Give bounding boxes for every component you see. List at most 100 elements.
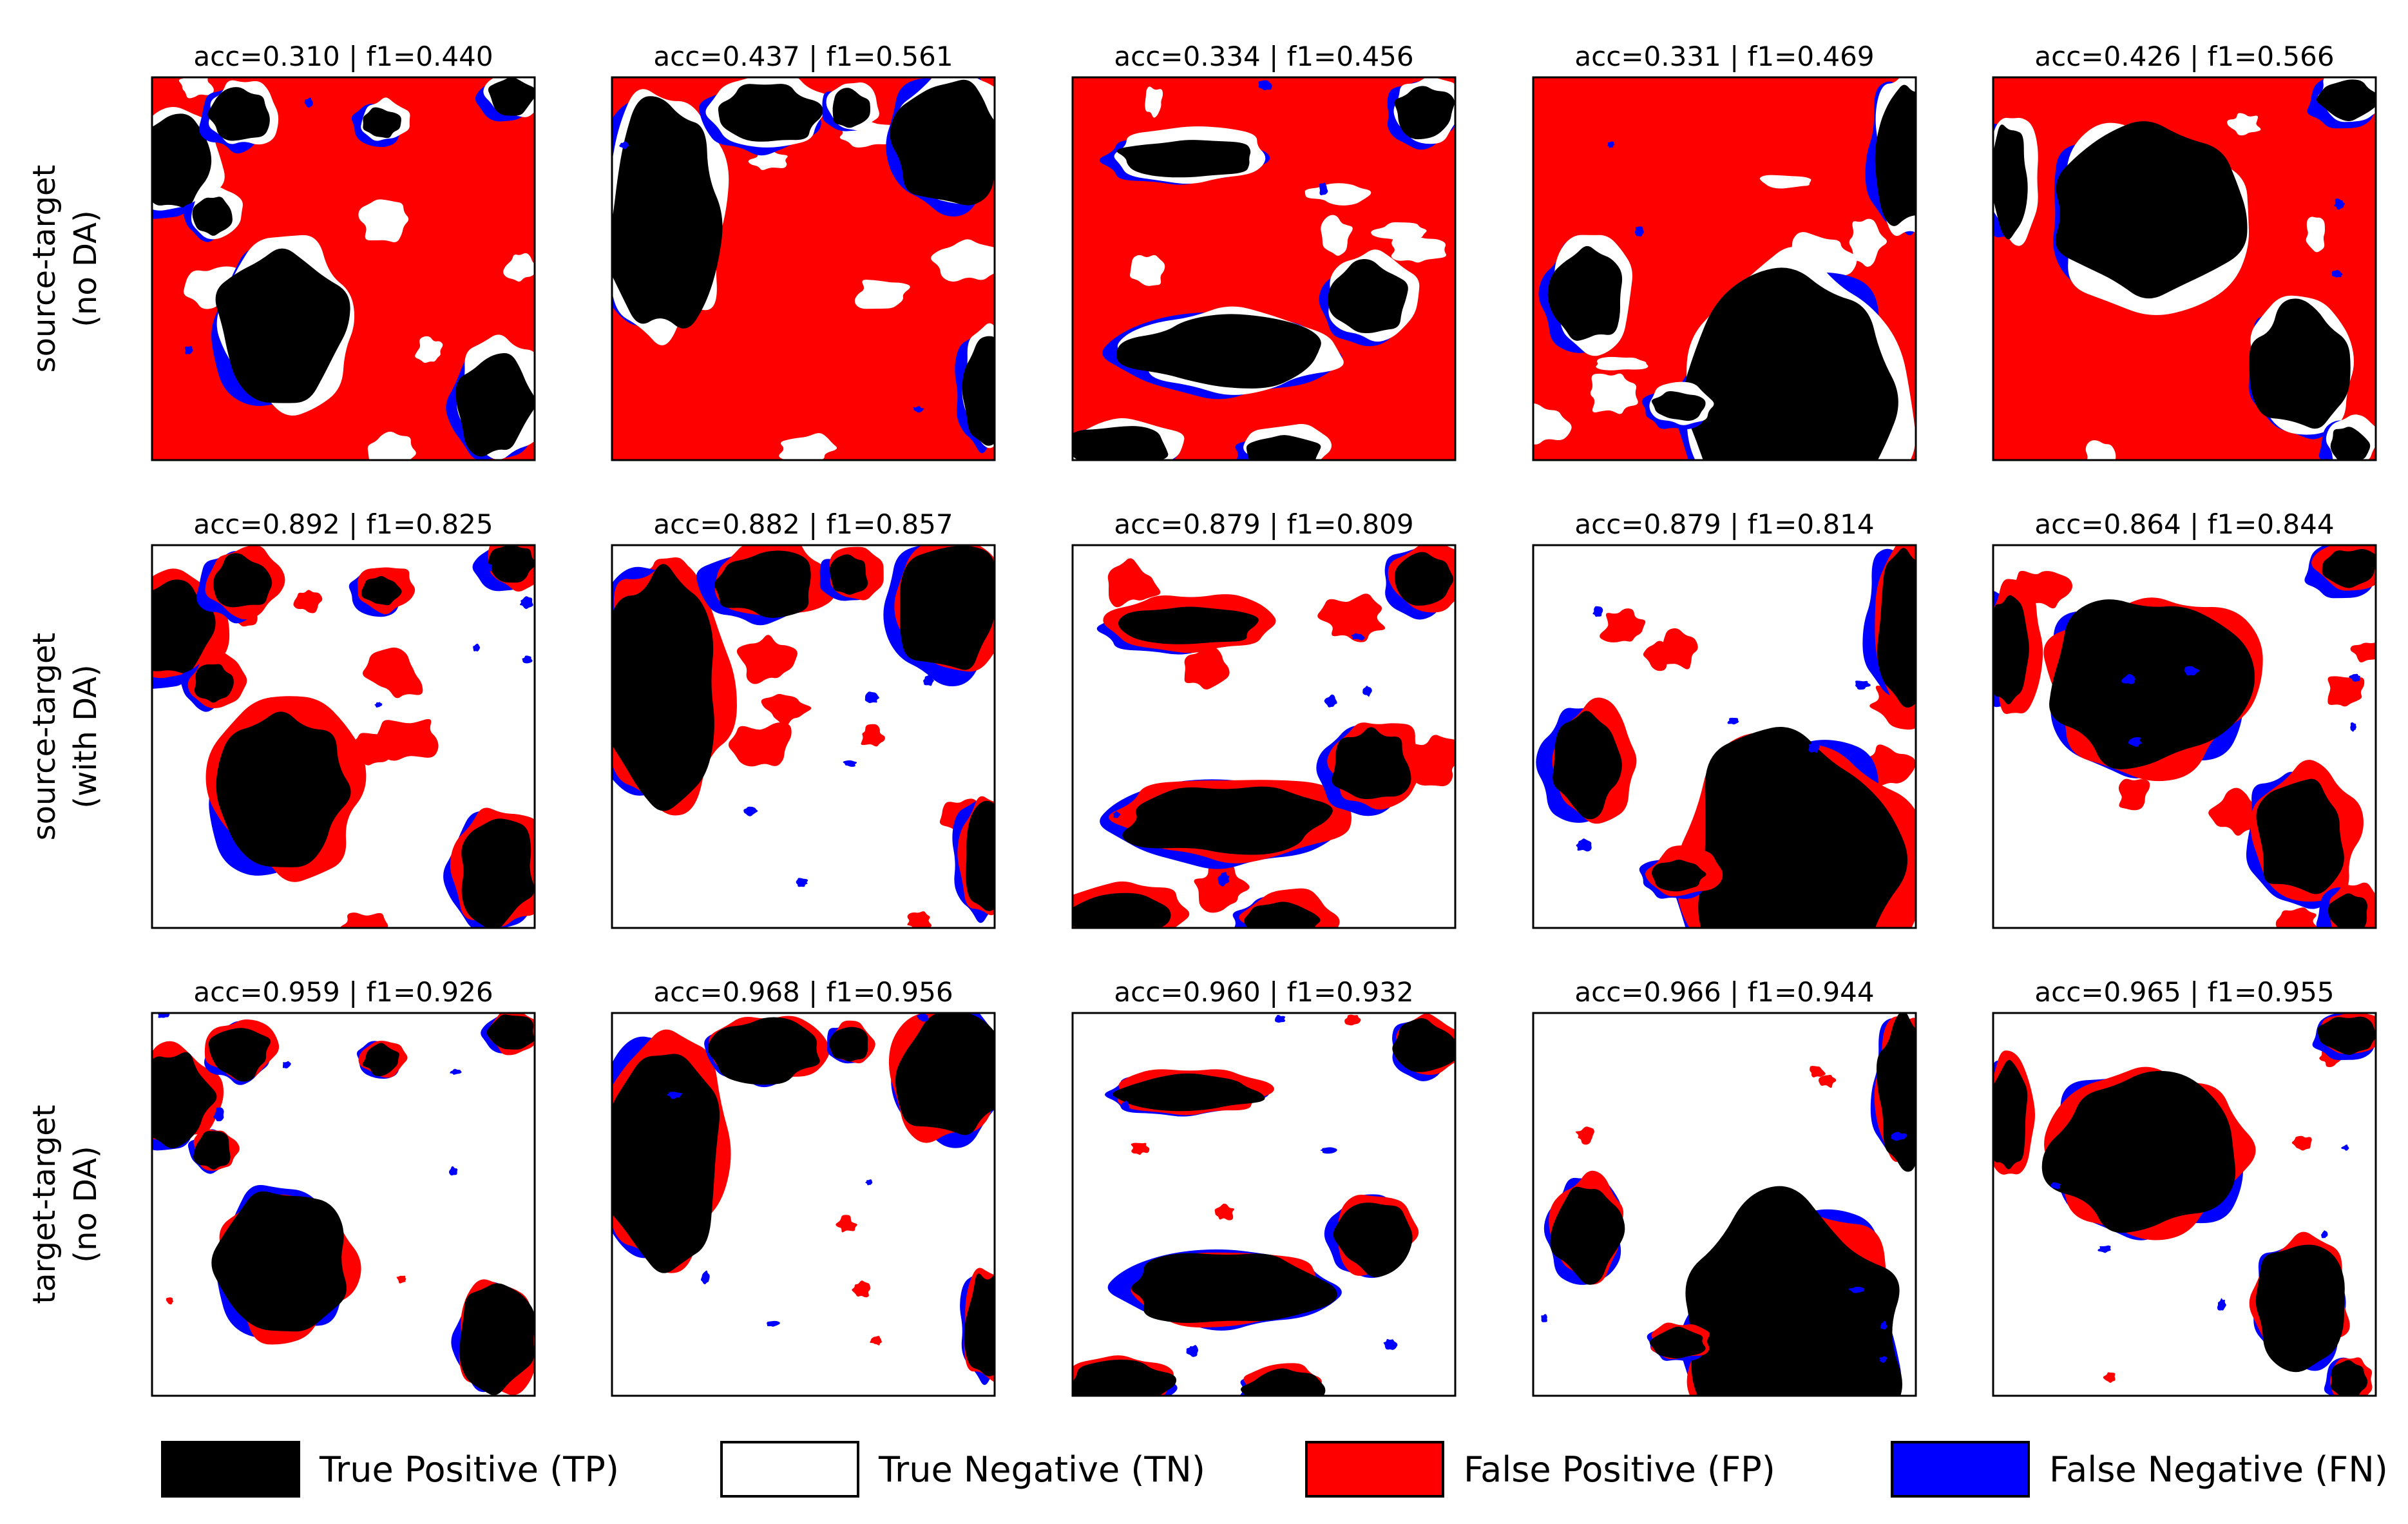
fp-patch: [836, 1215, 857, 1233]
tp-region: [2328, 893, 2367, 928]
tp-region: [1113, 1073, 1265, 1112]
panel-frame: [611, 1012, 996, 1397]
tn-patch: [358, 199, 409, 242]
tp-region: [2330, 427, 2371, 460]
panel-map: [152, 1013, 535, 1396]
tp-region: [1116, 314, 1321, 389]
tn-patch: [1145, 86, 1163, 118]
fn-speck: [2217, 1298, 2226, 1311]
panel-title: acc=0.334 | f1=0.456: [1114, 41, 1413, 72]
fn-speck: [184, 345, 193, 354]
tp-region: [1651, 391, 1706, 421]
fp-patch: [2275, 907, 2318, 928]
panel-frame: [151, 544, 536, 929]
fn-speck: [1880, 1320, 1887, 1330]
fn-speck: [450, 1068, 462, 1075]
legend-item-tn: True Negative (TN): [720, 1437, 1205, 1501]
fp-patch: [1344, 1014, 1361, 1026]
tp-region: [193, 1131, 231, 1170]
tp-region: [1394, 86, 1455, 140]
tp-region: [192, 197, 233, 236]
panel-title: acc=0.310 | f1=0.440: [193, 41, 493, 72]
fn-speck: [1576, 838, 1592, 852]
tp-region: [612, 564, 714, 811]
tp-region: [1073, 1359, 1176, 1396]
tn-patch: [1590, 373, 1638, 414]
legend-swatch-fn: [1891, 1441, 2030, 1498]
tp-region: [707, 1017, 820, 1085]
tp-region: [1877, 548, 1916, 708]
legend-item-fp: False Positive (FP): [1305, 1437, 1775, 1501]
tp-region: [2041, 1070, 2236, 1233]
tp-region: [718, 84, 823, 142]
tp-region: [612, 96, 723, 329]
tp-region: [486, 1014, 535, 1050]
panel-title: acc=0.426 | f1=0.566: [2034, 41, 2334, 72]
fn-speck: [2334, 198, 2346, 210]
panel-frame: [1992, 1012, 2377, 1397]
fn-speck: [1320, 1147, 1337, 1154]
fn-speck: [923, 675, 934, 686]
panel-map: [1993, 1013, 2376, 1396]
row-label-line1: source-target: [26, 633, 62, 841]
fn-speck: [767, 1320, 780, 1327]
tn-patch: [1321, 215, 1353, 256]
tp-region: [895, 1013, 995, 1135]
panel-title: acc=0.892 | f1=0.825: [193, 508, 493, 540]
tp-region: [363, 107, 401, 139]
legend-swatch-tn: [720, 1441, 859, 1498]
fn-speck: [448, 1166, 458, 1176]
fn-speck: [304, 97, 313, 108]
fp-patch: [1600, 608, 1646, 642]
fp-patch: [1107, 558, 1161, 608]
fn-speck: [282, 1061, 291, 1069]
fp-patch: [396, 1275, 406, 1284]
tp-region: [194, 664, 234, 703]
fp-patch: [2327, 676, 2365, 707]
panel-frame: [1532, 76, 1917, 461]
row-label-line2: (no DA): [68, 1146, 104, 1262]
fp-patch: [907, 911, 932, 928]
panel-title: acc=0.864 | f1=0.844: [2034, 508, 2334, 540]
fn-speck: [1634, 226, 1644, 237]
fp-patch: [293, 590, 323, 613]
tp-region: [1073, 426, 1169, 460]
fp-patch: [1131, 1143, 1150, 1155]
tp-region: [459, 1283, 535, 1395]
fp-patch: [1643, 641, 1675, 671]
tp-region: [714, 550, 811, 618]
tp-region: [1328, 259, 1408, 334]
panel-title: acc=0.966 | f1=0.944: [1574, 976, 1874, 1008]
panel-frame: [1532, 1012, 1917, 1397]
fn-speck: [1186, 1345, 1199, 1357]
tp-region: [1332, 727, 1411, 799]
tp-region: [1122, 786, 1333, 855]
tn-patch: [2085, 440, 2116, 460]
tp-region: [1392, 1018, 1455, 1072]
fp-patch: [1818, 1074, 1837, 1088]
tn-patch: [503, 253, 535, 282]
fp-patch: [362, 647, 423, 699]
tn-patch: [1129, 255, 1165, 286]
tn-patch: [1391, 235, 1446, 263]
fn-speck: [522, 655, 533, 664]
tn-patch: [178, 77, 214, 99]
fn-speck: [843, 760, 857, 767]
row-label-line2: (no DA): [68, 210, 104, 327]
tp-region: [1118, 606, 1259, 644]
tn-patch: [2306, 217, 2325, 253]
fn-speck: [1541, 1314, 1547, 1322]
fn-speck: [1855, 680, 1871, 690]
tp-region: [361, 575, 402, 606]
tp-region: [966, 800, 995, 911]
tn-patch: [415, 336, 443, 363]
tp-region: [1993, 1059, 2028, 1170]
legend: True Positive (TP) True Negative (TN) Fa…: [0, 1437, 2408, 1508]
panel-frame: [1071, 544, 1457, 929]
tp-region: [1395, 552, 1454, 606]
tp-region: [1649, 1326, 1706, 1359]
legend-item-fn: False Negative (FN): [1891, 1437, 2388, 1501]
row-label-line1: target-target: [26, 1104, 62, 1304]
fn-speck: [1218, 872, 1230, 887]
panel-map: [1073, 77, 1455, 460]
